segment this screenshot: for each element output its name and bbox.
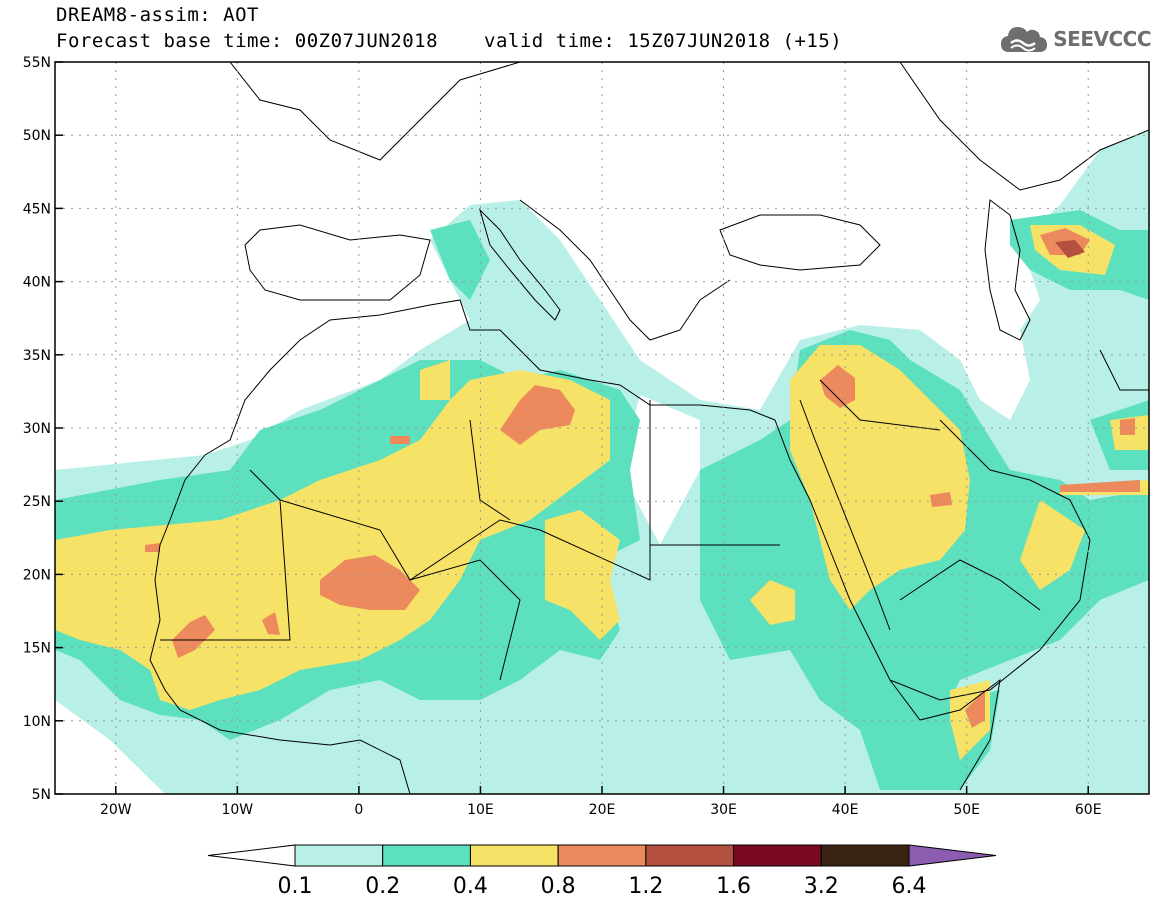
lon-tick-label: 20W [100, 802, 132, 818]
lat-tick-label: 35N [23, 348, 51, 364]
cloud-icon [1001, 27, 1048, 52]
lat-tick-label: 45N [23, 201, 51, 217]
colorbar-label: 0.4 [453, 874, 488, 899]
colorbar-label: 6.4 [892, 874, 927, 899]
colorbar-lower-extension [207, 844, 296, 867]
lat-tick-label: 20N [23, 567, 51, 583]
lon-tick-label: 20E [589, 802, 616, 818]
graticule [55, 61, 1149, 795]
colorbar: 0.1 0.2 0.4 0.8 1.2 1.6 3.2 6.4 [207, 844, 997, 899]
colorbar-label: 1.2 [628, 874, 663, 899]
map-title: DREAM8-assim: AOT [56, 4, 259, 26]
lat-tick-label: 5N [32, 787, 51, 803]
seevccc-logo: SEEVCCC [999, 22, 1151, 56]
colorbar-label: 0.2 [365, 874, 400, 899]
colorbar-upper-extension [908, 844, 997, 867]
base-time-label: Forecast base time: 00Z07JUN2018 [56, 30, 439, 52]
logo-text: SEEVCCC [1053, 27, 1151, 51]
time-info: Forecast base time: 00Z07JUN2018 valid ti… [56, 30, 842, 52]
lon-tick-label: 50E [953, 802, 980, 818]
lon-tick-label: 10E [467, 802, 494, 818]
lon-tick-label: 30E [710, 802, 737, 818]
colorbar-swatch [294, 844, 384, 867]
colorbar-swatch [382, 844, 471, 867]
lat-tick-label: 15N [23, 641, 51, 657]
colorbar-swatch [820, 844, 910, 867]
lon-tick-label: 40E [832, 802, 859, 818]
lat-tick-label: 30N [23, 421, 51, 437]
colorbar-label: 1.6 [716, 874, 751, 899]
lon-tick-label: 0 [354, 802, 363, 818]
aot-level-0-8 [145, 228, 1140, 728]
longitude-labels: 20W 10W 0 10E 20E 30E 40E 50E 60E [100, 786, 1102, 818]
aot-level-1-2 [1055, 240, 1085, 258]
lat-tick-label: 55N [23, 55, 51, 71]
valid-time-label: valid time: 15Z07JUN2018 (+15) [484, 30, 843, 52]
colorbar-swatch [645, 844, 735, 867]
lat-tick-label: 25N [23, 494, 51, 510]
lon-tick-label: 10W [221, 802, 253, 818]
colorbar-label: 0.8 [541, 874, 576, 899]
lon-tick-label: 60E [1075, 802, 1102, 818]
lat-tick-label: 10N [23, 714, 51, 730]
lat-tick-label: 50N [23, 128, 51, 144]
colorbar-swatch [469, 844, 559, 867]
coastlines [149, 62, 1149, 794]
colorbar-swatch [557, 844, 647, 867]
lat-tick-label: 40N [23, 275, 51, 291]
colorbar-label: 0.1 [278, 874, 313, 899]
latitude-labels: 55N 50N 45N 40N 35N 30N 25N 20N 15N 10N 5N [23, 55, 63, 803]
colorbar-swatch [733, 844, 822, 867]
colorbar-label: 3.2 [804, 874, 839, 899]
